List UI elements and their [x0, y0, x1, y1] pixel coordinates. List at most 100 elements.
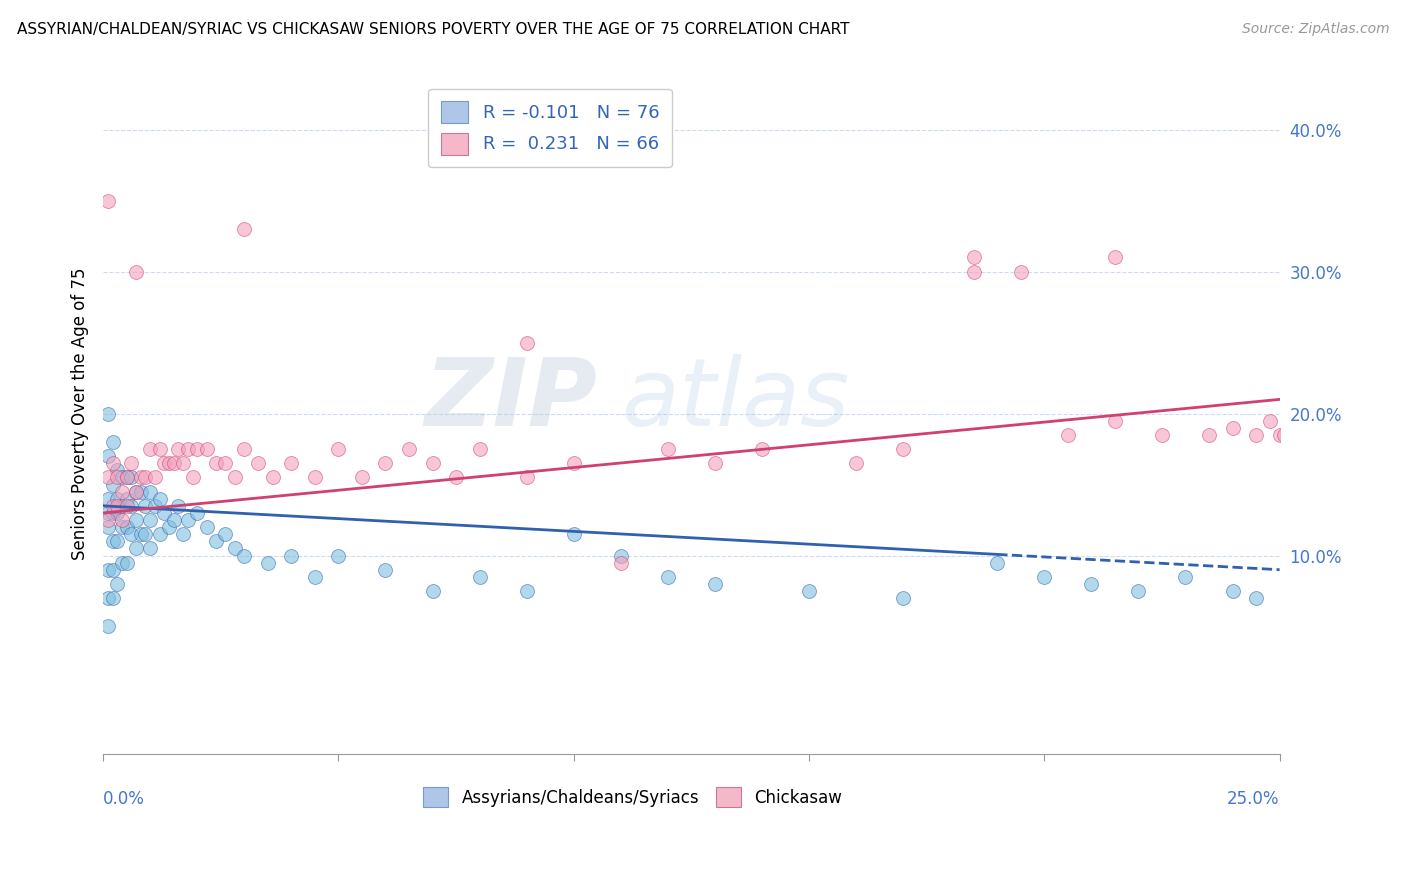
Point [115, 491, 138, 506]
Point [1278, 428, 1301, 442]
Point [125, 541, 148, 556]
Point [280, 549, 302, 563]
Point [105, 463, 128, 477]
Point [1268, 428, 1291, 442]
Point [115, 556, 138, 570]
Point [233, 442, 256, 456]
Point [1010, 265, 1032, 279]
Point [703, 456, 725, 470]
Point [1104, 414, 1126, 428]
Point [134, 527, 156, 541]
Point [1292, 428, 1315, 442]
Point [105, 506, 128, 520]
Point [224, 470, 246, 484]
Point [1104, 251, 1126, 265]
Point [153, 456, 176, 470]
Point [1272, 428, 1295, 442]
Point [350, 470, 373, 484]
Point [214, 527, 236, 541]
Point [101, 434, 124, 449]
Point [703, 577, 725, 591]
Point [120, 456, 142, 470]
Point [101, 563, 124, 577]
Point [224, 541, 246, 556]
Point [129, 470, 152, 484]
Point [125, 513, 148, 527]
Point [1282, 428, 1305, 442]
Point [143, 470, 166, 484]
Text: 25.0%: 25.0% [1227, 789, 1279, 807]
Point [328, 549, 350, 563]
Point [422, 456, 444, 470]
Point [398, 442, 420, 456]
Point [97, 591, 120, 606]
Point [562, 456, 585, 470]
Point [115, 470, 138, 484]
Legend: Assyrians/Chaldeans/Syriacs, Chickasaw: Assyrians/Chaldeans/Syriacs, Chickasaw [416, 780, 849, 814]
Point [120, 527, 142, 541]
Point [101, 591, 124, 606]
Point [149, 491, 172, 506]
Point [97, 449, 120, 463]
Y-axis label: Seniors Poverty Over the Age of 75: Seniors Poverty Over the Age of 75 [72, 268, 89, 560]
Point [468, 570, 491, 584]
Point [149, 442, 172, 456]
Point [101, 456, 124, 470]
Point [205, 534, 228, 549]
Point [97, 513, 120, 527]
Point [186, 442, 208, 456]
Point [797, 584, 820, 599]
Point [167, 499, 190, 513]
Point [172, 527, 194, 541]
Point [1222, 421, 1244, 435]
Point [134, 470, 156, 484]
Point [115, 520, 138, 534]
Point [167, 442, 190, 456]
Point [468, 442, 491, 456]
Point [139, 513, 162, 527]
Point [247, 456, 270, 470]
Point [163, 456, 186, 470]
Point [143, 499, 166, 513]
Point [963, 265, 986, 279]
Point [177, 513, 200, 527]
Point [1128, 584, 1150, 599]
Point [115, 470, 138, 484]
Point [186, 506, 208, 520]
Point [105, 499, 128, 513]
Point [516, 335, 538, 350]
Point [214, 456, 236, 470]
Point [125, 265, 148, 279]
Point [1150, 428, 1173, 442]
Point [97, 194, 120, 208]
Point [181, 470, 204, 484]
Point [562, 527, 585, 541]
Point [422, 584, 444, 599]
Point [111, 513, 134, 527]
Text: 0.0%: 0.0% [103, 789, 145, 807]
Point [262, 470, 284, 484]
Point [1174, 570, 1197, 584]
Point [610, 549, 633, 563]
Point [1056, 428, 1078, 442]
Point [97, 470, 120, 484]
Point [139, 541, 162, 556]
Point [101, 534, 124, 549]
Point [111, 499, 134, 513]
Point [1244, 591, 1267, 606]
Point [111, 556, 134, 570]
Point [177, 442, 200, 456]
Point [105, 534, 128, 549]
Point [157, 456, 180, 470]
Point [139, 442, 162, 456]
Point [129, 527, 152, 541]
Point [97, 506, 120, 520]
Point [111, 470, 134, 484]
Point [134, 499, 156, 513]
Point [1198, 428, 1220, 442]
Point [963, 251, 986, 265]
Point [516, 584, 538, 599]
Point [1258, 414, 1281, 428]
Text: ZIP: ZIP [425, 354, 598, 446]
Point [1286, 428, 1309, 442]
